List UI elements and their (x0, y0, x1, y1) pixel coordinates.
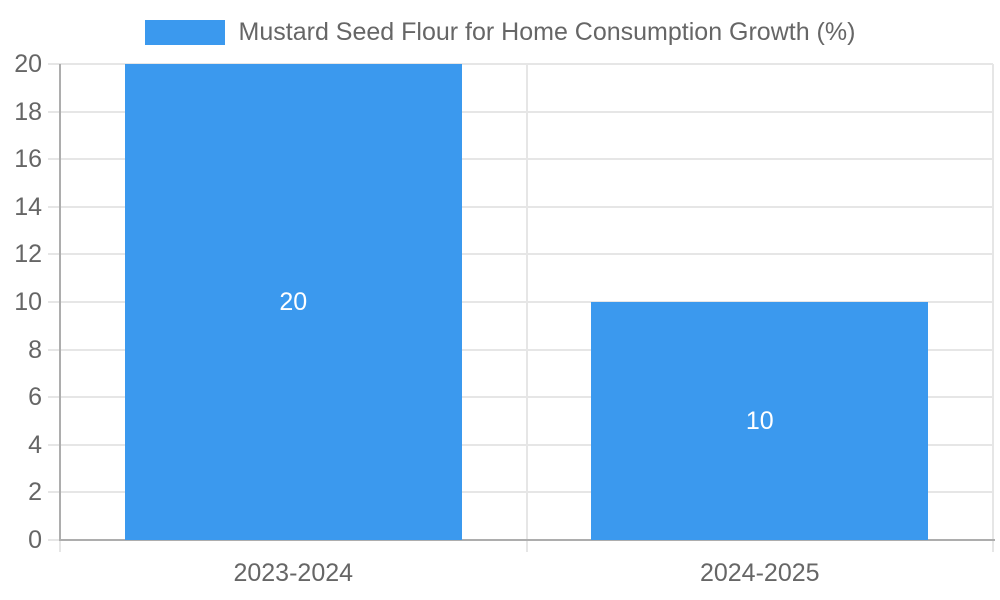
y-gridline (48, 158, 993, 161)
y-tick-label: 20 (14, 50, 42, 78)
y-tick-label: 14 (14, 192, 42, 221)
y-tick-label: 10 (14, 288, 42, 316)
y-gridline (48, 348, 993, 351)
y-tick-label: 2 (28, 478, 42, 507)
y-gridline (48, 491, 993, 494)
y-tick (48, 539, 60, 541)
legend-swatch (144, 20, 225, 45)
y-tick-label: 6 (28, 383, 42, 412)
x-axis-line (59, 539, 995, 541)
x-tick-label: 2023-2024 (233, 559, 354, 587)
bar[interactable] (591, 302, 929, 540)
bar-value-label: 20 (279, 288, 308, 316)
x-tick (59, 540, 61, 552)
y-axis-line (59, 64, 61, 540)
y-gridline (48, 253, 993, 256)
y-tick-label: 16 (14, 145, 42, 174)
legend-label: Mustard Seed Flour for Home Consumption … (238, 18, 856, 46)
bar-value-label: 10 (745, 407, 774, 435)
x-gridline (992, 64, 994, 552)
y-tick-label: 4 (28, 430, 42, 459)
y-gridline (48, 396, 993, 399)
x-gridline (525, 64, 528, 552)
y-gridline (48, 205, 993, 208)
bar[interactable] (124, 64, 462, 540)
y-tick-label: 18 (14, 97, 42, 126)
y-gridline (48, 443, 993, 446)
y-tick-label: 0 (28, 526, 42, 554)
chart-legend[interactable]: Mustard Seed Flour for Home Consumption … (0, 20, 1000, 45)
y-gridline (48, 301, 993, 303)
y-tick-label: 8 (28, 335, 42, 364)
plot-area: 0 2 4 6 8 10 12 14 16 18 20 20 2023-2024 10 2024-2025 (14, 50, 995, 587)
y-gridline (48, 63, 993, 65)
y-tick-label: 12 (14, 240, 42, 269)
x-tick-label: 2024-2025 (699, 559, 820, 587)
y-gridline (48, 110, 993, 113)
